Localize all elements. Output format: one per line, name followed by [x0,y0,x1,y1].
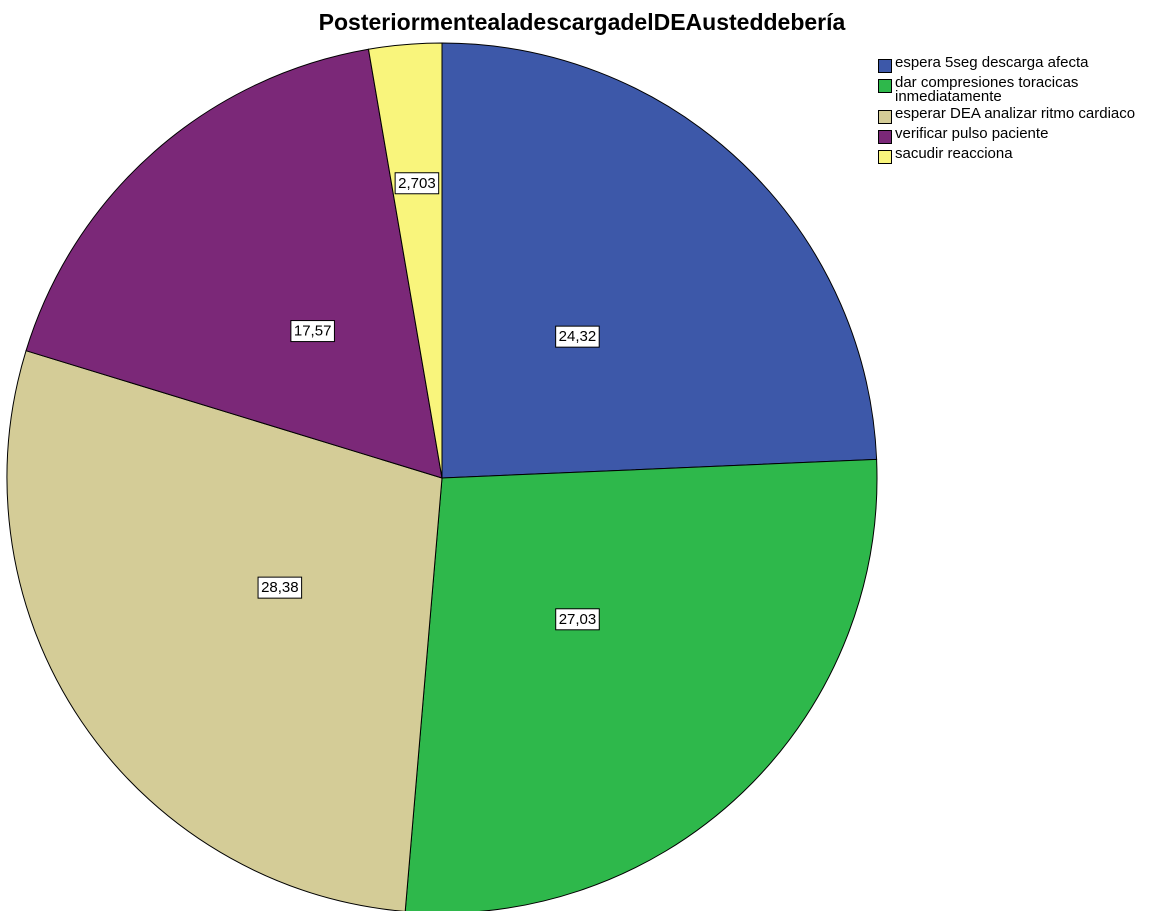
data-label: 24,32 [555,325,600,348]
legend-swatch [878,150,892,164]
legend-label: esperar DEA analizar ritmo cardiaco [895,105,1136,122]
legend-item: sacudir reacciona [878,145,1160,164]
legend-swatch [878,110,892,124]
pie-slice [6,350,443,911]
legend-label: verificar pulso paciente [895,125,1049,142]
data-label-text: 28,38 [261,579,299,596]
legend-swatch [878,59,892,73]
legend-swatch [878,130,892,144]
data-label-box [555,608,600,631]
legend-item: esperar DEA analizar ritmo cardiaco [878,105,1160,124]
data-label-box [394,172,440,195]
data-label-text: 27,03 [559,611,597,628]
legend-label: espera 5seg descarga afecta [895,54,1089,71]
data-label: 2,703 [394,172,440,195]
chart-title: PosteriormentealadescargadelDEAusteddebe… [319,9,846,35]
legend-label: sacudir reacciona [895,145,1013,162]
pie-slice [367,42,443,479]
data-label-box [555,325,600,348]
data-label: 27,03 [555,608,600,631]
data-label-box [257,576,303,599]
pie-slice [404,458,878,911]
data-label-text: 24,32 [559,328,597,345]
pie-slice [25,48,443,479]
legend-swatch [878,79,892,93]
data-label-text: 17,57 [294,323,332,340]
data-label-box [290,320,335,343]
pie-slice [441,42,878,479]
data-label: 17,57 [290,320,335,343]
legend-item: espera 5seg descarga afecta [878,54,1160,73]
legend: espera 5seg descarga afecta dar compresio… [878,54,1160,167]
legend-item: dar compresiones toracicas inmediatament… [878,74,1160,105]
data-label: 28,38 [257,576,303,599]
legend-label: dar compresiones toracicas inmediatament… [895,74,1079,105]
data-label-text: 2,703 [398,175,436,192]
legend-item: verificar pulso paciente [878,125,1160,144]
